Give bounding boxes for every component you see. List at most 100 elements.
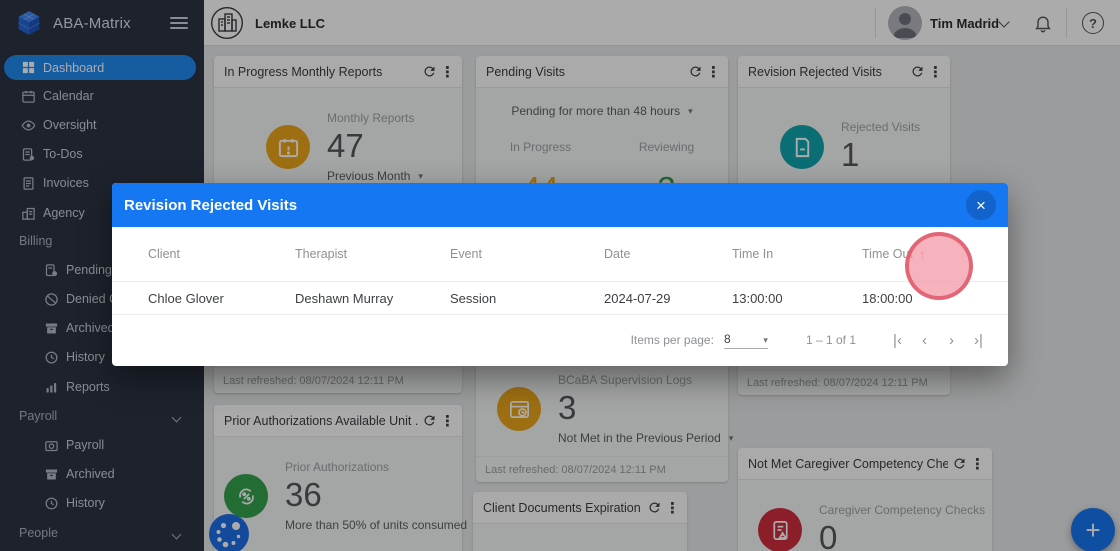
items-per-page-label: Items per page: bbox=[630, 333, 714, 347]
user-menu[interactable]: Tim Madrid bbox=[930, 16, 1000, 31]
sidebar-item-payroll[interactable]: Payroll bbox=[0, 432, 204, 458]
add-fab-button[interactable]: + bbox=[1071, 508, 1115, 551]
first-page-icon[interactable]: |‹ bbox=[893, 331, 902, 349]
next-page-icon[interactable]: › bbox=[949, 331, 954, 349]
sidebar-item-payroll-history[interactable]: History bbox=[0, 490, 204, 516]
card-caregiver-competency-checks: Not Met Caregiver Competency Checks ⋮ Ca… bbox=[738, 448, 992, 551]
sidebar-item-billing-history[interactable]: History bbox=[0, 344, 204, 370]
denied-icon bbox=[44, 292, 59, 307]
history-clock-icon bbox=[44, 496, 59, 511]
help-icon[interactable]: ? bbox=[1082, 12, 1104, 34]
sidebar-header: ABA-Matrix bbox=[0, 0, 204, 46]
modal-header: Revision Rejected Visits × bbox=[112, 183, 1008, 227]
card-menu-icon[interactable]: ⋮ bbox=[440, 412, 455, 430]
card-title: Revision Rejected Visits bbox=[748, 64, 882, 79]
cell-event: Session bbox=[450, 290, 497, 306]
sidebar-item-invoices[interactable]: Invoices bbox=[0, 170, 204, 196]
document-alert-icon bbox=[758, 508, 802, 551]
app-logo-cube-icon bbox=[18, 10, 40, 35]
dropdown-caret-icon: ▾ bbox=[418, 170, 423, 181]
column-header-therapist[interactable]: Therapist bbox=[295, 247, 348, 261]
stat-value: 36 bbox=[285, 476, 322, 513]
close-icon[interactable]: × bbox=[966, 190, 996, 220]
sidebar-item-payroll-archived[interactable]: Archived bbox=[0, 461, 204, 487]
items-per-page-select[interactable]: 8 ▾ bbox=[723, 332, 768, 349]
filter-dropdown[interactable]: Previous Month ▾ bbox=[327, 169, 423, 183]
card-title: Pending Visits bbox=[486, 64, 565, 79]
calendar-icon bbox=[21, 89, 36, 104]
stat-value: 0 bbox=[819, 519, 838, 551]
cell-time-in: 13:00:00 bbox=[732, 290, 783, 306]
column-header-time-in[interactable]: Time In bbox=[732, 247, 774, 261]
dashboard-icon bbox=[21, 60, 36, 75]
company-name: Lemke LLC bbox=[255, 15, 326, 31]
revision-rejected-visits-modal: Revision Rejected Visits × Client Therap… bbox=[112, 183, 1008, 366]
archive-box-icon bbox=[44, 467, 59, 482]
column-header-client[interactable]: Client bbox=[148, 247, 180, 261]
card-menu-icon[interactable]: ⋮ bbox=[928, 63, 943, 81]
click-indicator bbox=[905, 232, 973, 300]
stat-value: 3 bbox=[558, 389, 577, 426]
archive-box-icon bbox=[44, 321, 59, 336]
history-clock-icon bbox=[44, 350, 59, 365]
notifications-bell-icon[interactable] bbox=[1033, 13, 1053, 33]
card-title: Prior Authorizations Available Unit ... bbox=[224, 413, 418, 428]
sidebar-item-todos[interactable]: To-Dos bbox=[0, 141, 204, 167]
card-menu-icon[interactable]: ⋮ bbox=[440, 63, 455, 81]
last-refreshed: Last refreshed: 08/07/2024 12:11 PM bbox=[214, 367, 462, 393]
stat-label: Monthly Reports bbox=[327, 111, 415, 125]
table-header-row: Client Therapist Event Date Time In Time… bbox=[112, 227, 1008, 281]
hamburger-menu-icon[interactable] bbox=[170, 14, 188, 32]
sidebar-item-reports[interactable]: Reports bbox=[0, 374, 204, 400]
dropdown-caret-icon: ▾ bbox=[763, 334, 768, 345]
card-menu-icon[interactable]: ⋮ bbox=[665, 499, 680, 517]
previous-page-icon[interactable]: ‹ bbox=[922, 331, 927, 349]
card-title: Not Met Caregiver Competency Checks bbox=[748, 456, 948, 471]
sidebar-section-people[interactable]: People bbox=[0, 520, 204, 546]
stat-value: 47 bbox=[327, 127, 364, 164]
company-selector[interactable]: Lemke LLC bbox=[210, 6, 325, 40]
card-menu-icon[interactable]: ⋮ bbox=[706, 63, 721, 81]
calendar-alert-icon bbox=[266, 125, 310, 169]
last-refreshed: Last refreshed: 08/07/2024 12:11 PM bbox=[738, 369, 950, 395]
filter-dropdown[interactable]: Not Met in the Previous Period ▾ bbox=[558, 431, 734, 445]
sidebar-section-billing[interactable]: Billing bbox=[0, 228, 204, 254]
topbar-divider bbox=[875, 8, 876, 38]
card-prior-authorizations: Prior Authorizations Available Unit ... … bbox=[214, 405, 480, 551]
app-name: ABA-Matrix bbox=[53, 14, 131, 32]
bar-chart-icon bbox=[44, 380, 59, 395]
filter-dropdown[interactable]: Pending for more than 48 hours ▾ bbox=[511, 104, 693, 118]
chat-widget-icon[interactable] bbox=[209, 514, 249, 551]
company-building-icon bbox=[210, 6, 244, 40]
document-icon bbox=[780, 125, 824, 169]
sidebar-item-oversight[interactable]: Oversight bbox=[0, 112, 204, 138]
avatar[interactable] bbox=[888, 6, 922, 40]
stat-label: Rejected Visits bbox=[841, 120, 921, 134]
column-header-event[interactable]: Event bbox=[450, 247, 482, 261]
building-icon bbox=[21, 206, 36, 221]
column-header-date[interactable]: Date bbox=[604, 247, 631, 261]
sidebar-item-dashboard[interactable]: Dashboard bbox=[4, 55, 196, 80]
sidebar-section-payroll[interactable]: Payroll bbox=[0, 403, 204, 429]
table-row[interactable]: Chloe Glover Deshawn Murray Session 2024… bbox=[112, 281, 1008, 315]
dropdown-caret-icon: ▾ bbox=[688, 105, 693, 116]
calendar-clock-icon bbox=[497, 387, 541, 431]
stat-label: Caregiver Competency Checks bbox=[819, 503, 986, 517]
cell-therapist: Deshawn Murray bbox=[295, 290, 394, 306]
last-page-icon[interactable]: ›| bbox=[974, 331, 983, 349]
topbar: Lemke LLC Tim Madrid ? bbox=[204, 0, 1120, 46]
stat-value: 1 bbox=[841, 136, 860, 173]
stat-label: BCaBA Supervision Logs bbox=[558, 373, 693, 387]
last-refreshed: Last refreshed: 08/07/2024 12:11 PM bbox=[476, 456, 728, 482]
sidebar-item-agency[interactable]: Agency bbox=[0, 200, 204, 226]
card-client-documents-expiration: Client Documents Expiration ⋮ bbox=[473, 492, 687, 551]
money-icon bbox=[44, 438, 59, 453]
sidebar-item-calendar[interactable]: Calendar bbox=[0, 83, 204, 109]
pending-document-icon bbox=[44, 263, 59, 278]
cell-date: 2024-07-29 bbox=[604, 290, 671, 306]
pagination-range: 1 – 1 of 1 bbox=[805, 333, 856, 347]
table-pagination: Items per page: 8 ▾ 1 – 1 of 1 |‹ ‹ › ›| bbox=[112, 315, 1008, 365]
card-menu-icon[interactable]: ⋮ bbox=[970, 455, 985, 473]
cell-client: Chloe Glover bbox=[148, 290, 224, 306]
